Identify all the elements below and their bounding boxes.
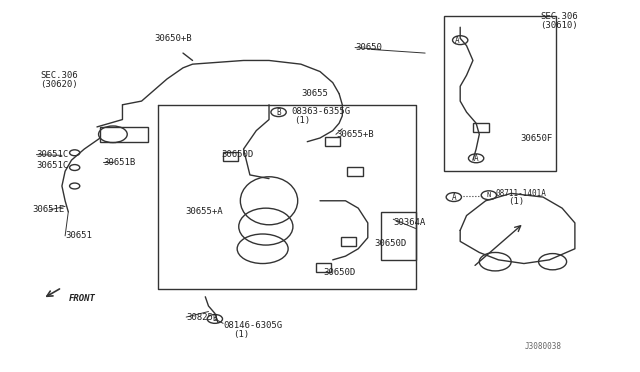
Text: 30825: 30825 <box>186 312 213 321</box>
Text: B: B <box>276 108 281 117</box>
Text: 30655+A: 30655+A <box>185 207 223 217</box>
Text: 08711-1401A: 08711-1401A <box>495 189 546 198</box>
Text: 30650D: 30650D <box>374 239 406 248</box>
Text: 30650F: 30650F <box>521 134 553 143</box>
Text: (30620): (30620) <box>40 80 77 89</box>
Text: (1): (1) <box>234 330 250 339</box>
Text: 30364A: 30364A <box>394 218 426 227</box>
Text: 30651B: 30651B <box>103 157 136 167</box>
Text: A: A <box>451 193 456 202</box>
Text: 30651C: 30651C <box>36 161 68 170</box>
Text: (1): (1) <box>508 197 524 206</box>
Text: 30655: 30655 <box>301 89 328 98</box>
Text: A: A <box>474 154 479 163</box>
Text: 30650: 30650 <box>355 43 382 52</box>
Text: A: A <box>454 36 460 45</box>
Text: 30651C: 30651C <box>36 150 68 159</box>
Text: 30650+B: 30650+B <box>155 34 192 43</box>
Text: SEC.306: SEC.306 <box>40 71 77 80</box>
Text: (30610): (30610) <box>540 21 578 30</box>
Text: 30651E: 30651E <box>32 205 64 215</box>
Text: J3080038: J3080038 <box>525 342 561 351</box>
Text: 30650D: 30650D <box>323 268 355 277</box>
Text: 30651: 30651 <box>65 231 92 240</box>
Text: 08146-6305G: 08146-6305G <box>223 321 282 330</box>
Text: N: N <box>487 192 491 198</box>
Text: FRONT: FRONT <box>68 294 95 303</box>
Text: 08363-6355G: 08363-6355G <box>291 106 351 116</box>
Text: 30650D: 30650D <box>221 150 253 159</box>
Text: B: B <box>212 314 217 323</box>
Text: SEC.306: SEC.306 <box>540 12 578 21</box>
Text: (1): (1) <box>294 116 310 125</box>
Text: 30655+B: 30655+B <box>336 130 374 139</box>
